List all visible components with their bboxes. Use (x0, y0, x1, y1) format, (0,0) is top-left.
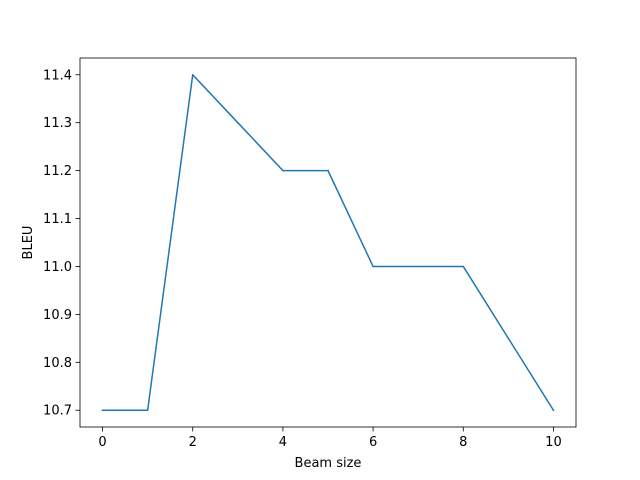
plot-area (80, 58, 576, 427)
data-point (101, 409, 104, 411)
y-tick-label: 11.2 (43, 164, 72, 179)
data-point (146, 409, 149, 411)
x-tick-label: 4 (279, 435, 287, 450)
data-point (327, 169, 329, 172)
data-point (507, 337, 510, 340)
x-tick-label: 8 (459, 435, 467, 450)
y-tick-label: 11.1 (43, 212, 72, 227)
data-point (552, 409, 555, 411)
y-tick-label: 11.0 (43, 260, 72, 275)
plot-frame (79, 57, 577, 428)
data-point (372, 265, 374, 268)
y-tick-label: 10.8 (43, 356, 72, 371)
x-axis-label: Beam size (295, 456, 362, 471)
data-point (462, 265, 465, 268)
data-point (191, 74, 194, 76)
y-axis-label: BLEU (21, 226, 36, 260)
axes-layer: 0 2 4 6 8 10 10.7 10.8 10.9 11.0 11.1 11.2 11.3 11.4 (43, 68, 562, 450)
data-point (282, 169, 284, 172)
x-tick-label: 2 (189, 435, 197, 450)
x-tick-label: 6 (369, 435, 377, 450)
y-tick-label: 10.7 (43, 404, 72, 419)
data-point (417, 265, 419, 268)
y-tick-label: 11.3 (43, 116, 72, 131)
data-point (237, 121, 239, 124)
data-layer (101, 74, 555, 412)
y-tick-label: 11.4 (43, 68, 72, 83)
y-tick-label: 10.9 (43, 308, 72, 323)
x-tick-label: 10 (545, 435, 562, 450)
x-tick-label: 0 (98, 435, 106, 450)
